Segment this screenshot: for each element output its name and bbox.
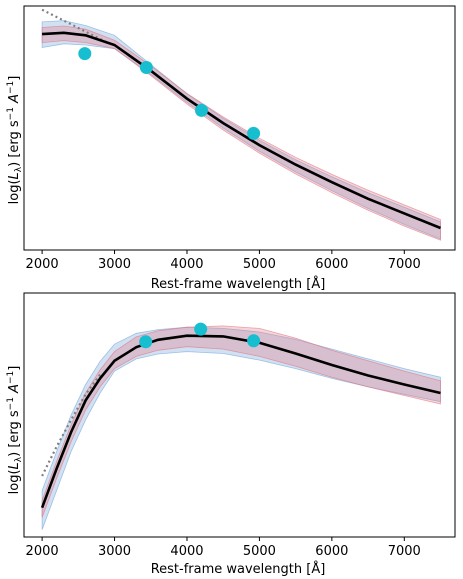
uncertainty-band-blue [41, 326, 441, 530]
photometry-point [194, 322, 208, 336]
x-tick-label: 5000 [243, 257, 276, 272]
x-tick-label: 4000 [170, 544, 203, 559]
x-tick-label: 5000 [243, 544, 276, 559]
photometry-point [78, 47, 92, 61]
photometry-point [195, 103, 208, 117]
y-axis-label-bottom: log(Lλ) [erg s−1 A−1] [6, 366, 24, 495]
x-tick-label: 4000 [170, 257, 203, 272]
x-tick-label: 6000 [315, 257, 348, 272]
photometry-point [247, 334, 261, 348]
x-tick-label: 6000 [315, 544, 348, 559]
axes-frame [23, 292, 456, 538]
x-tick-label: 2000 [26, 257, 59, 272]
x-tick-label: 3000 [98, 257, 131, 272]
x-tick-label: 2000 [26, 544, 59, 559]
photometry-point [139, 61, 153, 74]
chart-panel-top: log(Lλ) [erg s−1 A−1] Rest-frame wavelen… [6, 5, 456, 292]
dotted-model-line [41, 8, 108, 44]
dotted-model-line [41, 374, 101, 477]
y-axis-label-top: log(Lλ) [erg s−1 A−1] [6, 76, 24, 205]
x-tick-label: 7000 [388, 544, 421, 559]
x-tick-label: 7000 [388, 257, 421, 272]
photometry-point [139, 335, 153, 349]
chart-panel-bottom: log(Lλ) [erg s−1 A−1] Rest-frame wavelen… [6, 292, 456, 577]
best-fit-line [40, 334, 441, 509]
uncertainty-band-red [41, 325, 441, 518]
photometry-point [247, 126, 261, 140]
x-axis-label-top: Rest-frame wavelength [Å] [151, 276, 326, 292]
x-tick-label: 3000 [98, 544, 131, 559]
axes-frame [23, 5, 456, 251]
x-axis-label-bottom: Rest-frame wavelength [Å] [151, 561, 326, 577]
best-fit-line [42, 31, 441, 230]
